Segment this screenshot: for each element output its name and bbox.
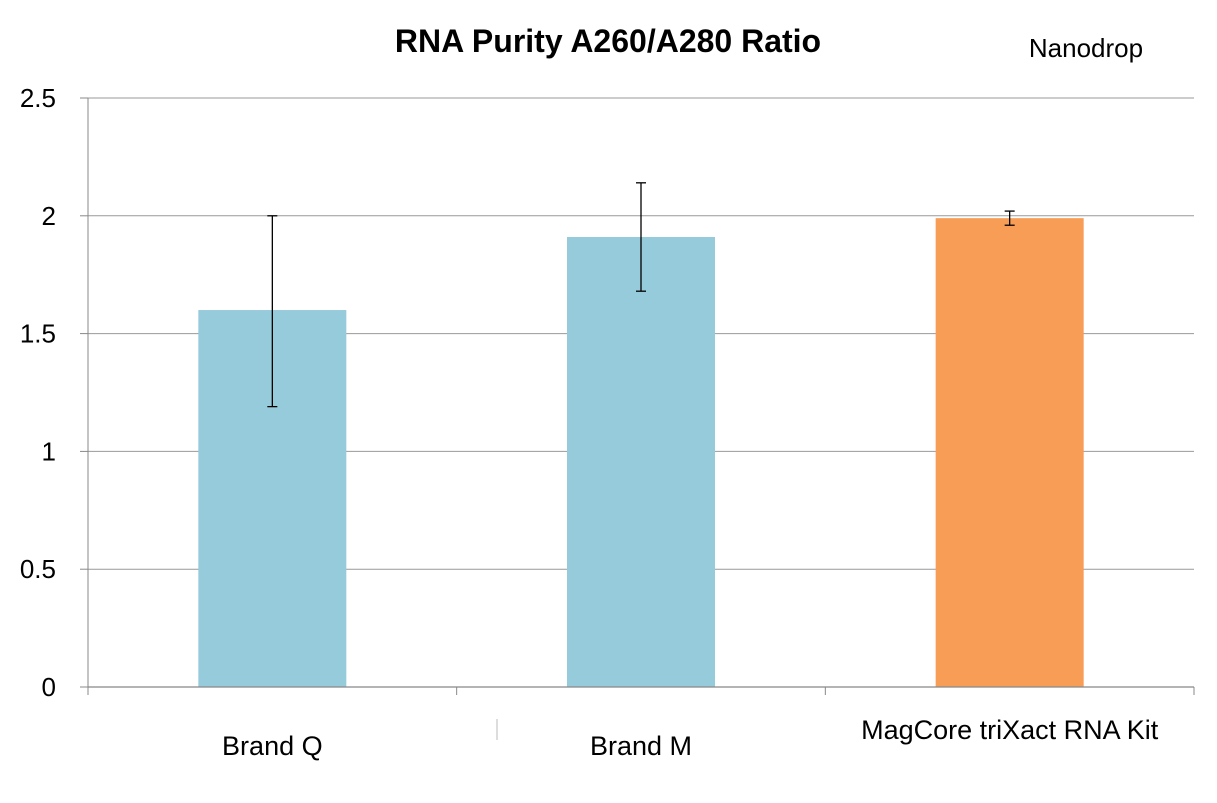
x-category-label: Brand M — [590, 731, 692, 761]
bar-magcore-trixact-rna-kit — [935, 218, 1084, 687]
x-category-labels: Brand Q Brand M MagCore triXact RNA Kit — [222, 715, 1159, 761]
y-tick-label: 2.5 — [20, 83, 56, 113]
error-bars-layer — [267, 182, 1015, 408]
x-category-label: Brand Q — [222, 731, 323, 761]
y-tick-label: 0.5 — [20, 554, 56, 584]
chart-annotation: Nanodrop — [1029, 33, 1143, 63]
x-category-label: MagCore triXact RNA Kit — [861, 715, 1159, 745]
y-tick-label: 0 — [42, 672, 56, 702]
bars-layer — [198, 218, 1084, 687]
bar-brand-m — [567, 237, 715, 687]
chart-title: RNA Purity A260/A280 Ratio — [395, 23, 821, 59]
y-tick-label: 2 — [42, 201, 56, 231]
y-tick-label: 1 — [42, 436, 56, 466]
axis-layer — [80, 97, 1195, 740]
y-tick-label: 1.5 — [20, 319, 56, 349]
y-tick-labels: 0 0.5 1 1.5 2 2.5 — [20, 83, 56, 702]
